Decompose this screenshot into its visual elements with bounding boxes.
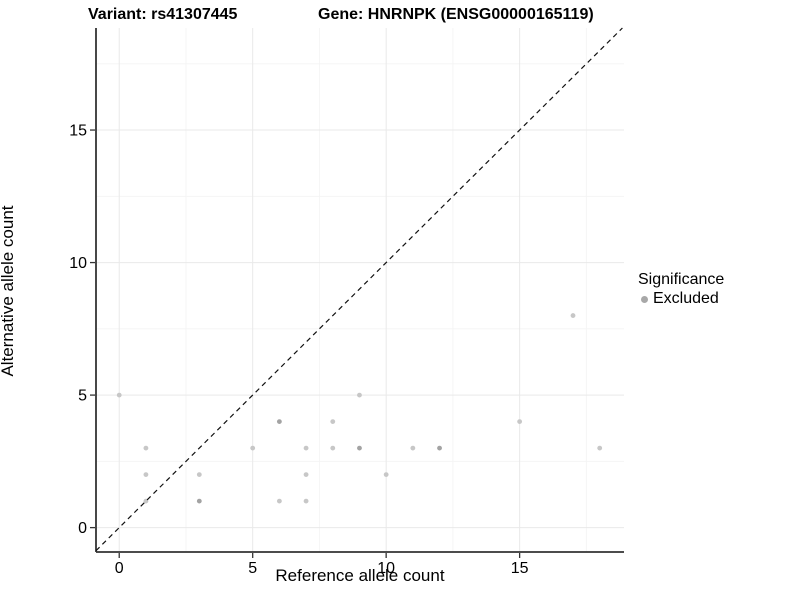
data-point [196,472,202,478]
axis-ticks: 0 5 10 15 0 5 10 15 [69,123,528,577]
data-point [196,498,202,504]
x-tick-label: 15 [511,560,529,577]
grid-minor [96,28,624,552]
x-tick-label: 10 [377,560,395,577]
data-point [357,445,362,451]
legend-dot-icon [641,296,648,303]
data-point [517,419,523,424]
data-point [597,445,603,451]
data-point [143,445,149,451]
x-tick-label: 5 [248,560,257,577]
data-point [276,498,282,504]
y-tick-label: 15 [69,123,87,140]
data-point [116,392,122,398]
grid-major [96,28,624,552]
data-points [116,313,603,504]
y-tick-label: 10 [69,255,87,272]
y-axis-title: Alternative allele count [0,205,17,377]
gene-title: Gene: HNRNPK (ENSG00000165119) [318,6,594,23]
legend-item-excluded: Excluded [638,290,724,308]
data-point [357,392,362,398]
data-point [303,445,309,451]
data-point [250,445,256,451]
data-point [303,498,309,504]
data-point [570,313,576,318]
legend-item-label: Excluded [653,290,719,307]
y-tick-label: 5 [78,388,87,405]
legend: Significance Excluded [638,271,724,308]
data-point [303,472,309,478]
data-point [330,419,336,424]
data-point [410,445,416,451]
legend-title: Significance [638,271,725,288]
data-point [143,472,149,478]
data-point [276,419,282,424]
y-tick-label: 0 [78,520,87,537]
identity-line [95,27,623,552]
variant-title: Variant: rs41307445 [88,6,238,23]
x-axis-title: Reference allele count [275,566,445,585]
data-point [330,445,336,451]
x-tick-label: 0 [115,560,124,577]
data-point [437,445,442,451]
data-point [383,472,389,478]
